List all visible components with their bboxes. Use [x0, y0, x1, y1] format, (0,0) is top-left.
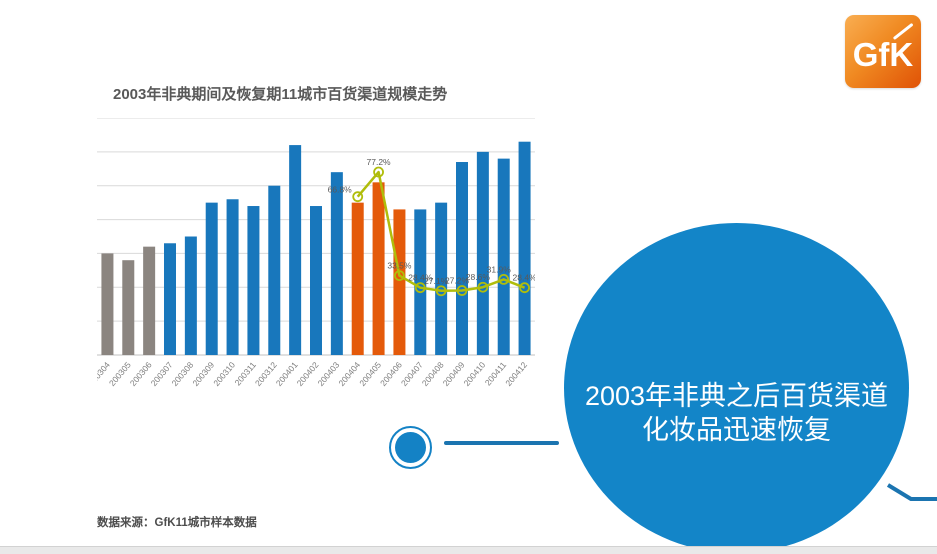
line-label-200404: 66.8%: [328, 185, 353, 195]
x-tick-200310: 200310: [211, 360, 237, 388]
bar-200403: [330, 172, 343, 355]
callout-text-line1: 2003年非典之后百货渠道: [584, 381, 889, 412]
bar-200406: [393, 209, 406, 355]
line-point-200405: [373, 166, 384, 178]
bar-200307: [164, 243, 176, 355]
line-point-200407: [414, 282, 426, 294]
footer-bar: [0, 546, 937, 554]
bar-200405: [372, 182, 385, 355]
line-label-200409: 27.2%: [445, 276, 470, 286]
line-point-200408: [435, 285, 447, 297]
x-tick-200412: 200412: [503, 360, 529, 388]
gfk-logo-text: GfK: [852, 35, 914, 73]
bar-200309: [205, 202, 218, 355]
line-label-200406: 33.5%: [387, 261, 412, 271]
bar-200305: [122, 260, 135, 355]
connector-dot: [389, 426, 432, 469]
chart-title: 2003年非典期间及恢复期11城市百货渠道规模走势: [113, 86, 448, 103]
connector-line: [444, 441, 559, 445]
gfk-logo: GfK: [845, 15, 921, 88]
line-label-200410: 28.6%: [466, 272, 491, 282]
bar-line-chart: 200304 200305 200306 200307 200308 200309 2003…: [86, 117, 537, 408]
line-point-200404: [352, 191, 364, 203]
connector-dot-fill: [395, 432, 426, 463]
bar-200408: [435, 202, 448, 355]
corner-accent-line: [886, 483, 937, 501]
line-label-200407: 28.4%: [408, 273, 433, 283]
source-note: 数据来源：GfK11城市样本数据: [97, 517, 257, 529]
line-point-200410: [477, 281, 489, 293]
line-label-200405: 77.2%: [367, 157, 392, 167]
bar-200306: [143, 246, 156, 355]
bar-200310: [226, 199, 239, 355]
callout-circle: 2003年非典之后百货渠道 化妆品迅速恢复: [564, 223, 909, 553]
bar-200412: [518, 141, 531, 355]
bar-200304: [101, 253, 114, 355]
line-label-200408: 27.1%: [424, 276, 449, 286]
line-point-200411: [498, 273, 510, 285]
line-label-200412: 28.4%: [513, 273, 535, 283]
bar-200411: [497, 158, 510, 355]
bar-200402: [310, 206, 322, 355]
chart-canvas: 2003042003052003062003072003082003092003…: [86, 117, 537, 388]
callout-text-line2: 化妆品迅速恢复: [642, 415, 831, 445]
bar-200308: [184, 236, 197, 355]
bar-200312: [268, 185, 281, 355]
bar-200407: [414, 209, 427, 355]
line-label-200411: 31.9%: [487, 264, 512, 274]
growth-line: [356, 170, 526, 293]
bar-200401: [289, 145, 302, 355]
line-point-200409: [456, 285, 468, 296]
bar-200311: [247, 206, 260, 355]
bar-200404: [351, 202, 364, 355]
bar-200410: [476, 151, 489, 355]
x-tick-200410: 200410: [461, 360, 487, 388]
line-point-200406: [394, 270, 405, 282]
bar-200409: [456, 162, 468, 355]
line-point-200412: [519, 282, 530, 294]
